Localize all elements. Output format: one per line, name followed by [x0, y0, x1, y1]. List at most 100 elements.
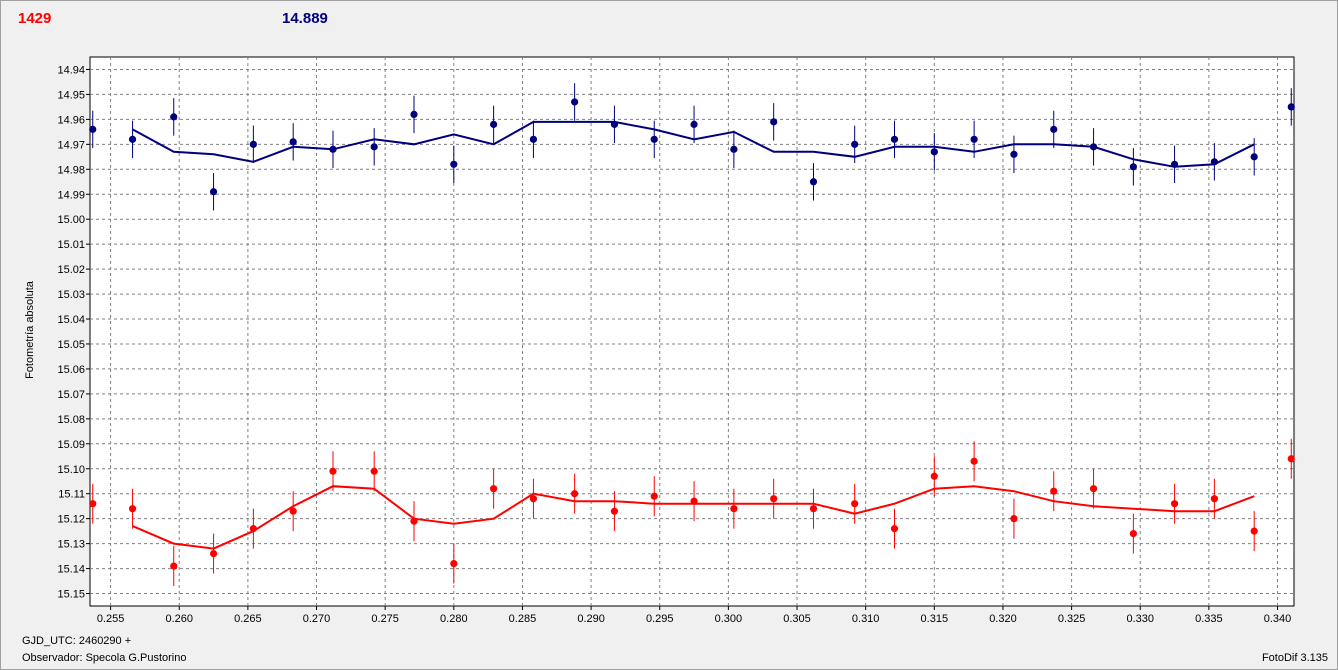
data-point [1089, 485, 1098, 493]
x-tick-label: 0.310 [852, 613, 880, 625]
data-point [650, 135, 658, 143]
y-tick-label: 15.06 [57, 364, 85, 376]
y-tick-label: 15.02 [57, 264, 85, 276]
y-tick-label: 15.09 [57, 439, 85, 451]
data-point [1250, 527, 1258, 535]
data-point [1129, 163, 1137, 171]
data-point [1210, 495, 1218, 503]
x-tick-label: 0.285 [509, 613, 537, 625]
y-tick-label: 15.07 [57, 389, 85, 401]
y-tick-label: 14.98 [57, 164, 85, 176]
data-point [851, 140, 859, 148]
data-point [89, 125, 97, 133]
data-point [851, 500, 859, 508]
x-tick-label: 0.260 [165, 613, 193, 625]
data-point [289, 507, 297, 515]
data-point [690, 120, 698, 128]
y-tick-label: 15.03 [57, 289, 85, 301]
data-point [650, 492, 658, 500]
data-point [249, 525, 257, 533]
x-tick-label: 0.330 [1126, 613, 1154, 625]
y-tick-label: 15.00 [57, 214, 85, 226]
y-tick-label: 15.05 [57, 339, 85, 351]
data-point [1010, 150, 1018, 158]
y-tick-label: 14.97 [57, 139, 85, 151]
y-tick-label: 15.01 [57, 239, 85, 251]
data-point [770, 495, 778, 503]
data-point [289, 138, 297, 146]
x-tick-label: 0.340 [1264, 613, 1292, 625]
data-point [970, 135, 978, 143]
data-point [1050, 487, 1058, 495]
x-tick-label: 0.305 [783, 613, 811, 625]
data-point [170, 113, 178, 121]
data-point [809, 178, 818, 186]
y-tick-label: 15.10 [57, 464, 85, 476]
y-tick-label: 15.08 [57, 414, 85, 426]
data-point [128, 505, 137, 513]
data-point [930, 472, 938, 480]
y-tick-label: 14.96 [57, 114, 85, 126]
x-tick-label: 0.300 [715, 613, 743, 625]
data-point [249, 140, 257, 148]
data-point [1010, 515, 1018, 523]
data-point [329, 145, 337, 153]
data-point [529, 495, 538, 503]
y-tick-label: 15.12 [57, 514, 85, 526]
y-tick-label: 15.14 [57, 564, 85, 576]
x-tick-label: 0.255 [97, 613, 125, 625]
data-point [1287, 103, 1295, 111]
data-point [730, 145, 738, 153]
y-tick-label: 14.95 [57, 89, 85, 101]
data-point [930, 148, 938, 156]
data-point [450, 559, 458, 568]
data-point [770, 118, 778, 126]
data-point [89, 500, 97, 508]
y-tick-label: 14.99 [57, 189, 85, 201]
data-point [1089, 143, 1098, 151]
x-tick-label: 0.295 [646, 613, 674, 625]
x-tick-label: 0.335 [1195, 613, 1223, 625]
data-point [1287, 455, 1295, 463]
data-point [450, 160, 458, 168]
y-tick-label: 15.15 [57, 589, 85, 601]
y-tick-label: 15.11 [58, 489, 85, 501]
data-point [209, 549, 218, 558]
star-id-label: 1429 [18, 10, 52, 27]
data-point [128, 135, 137, 143]
data-point [571, 490, 579, 498]
data-point [970, 457, 978, 465]
data-point [1050, 125, 1058, 133]
data-point [1210, 158, 1218, 166]
data-point [571, 98, 579, 106]
data-point [410, 517, 418, 525]
data-point [730, 505, 738, 513]
y-tick-label: 14.94 [57, 64, 85, 76]
software-version-label: FotoDif 3.135 [1261, 652, 1328, 664]
x-tick-label: 0.280 [440, 613, 468, 625]
data-point [1170, 160, 1179, 168]
x-tick-label: 0.265 [234, 613, 262, 625]
gjd-label: GJD_UTC: 2460290 + [22, 635, 132, 647]
data-point [329, 467, 337, 475]
x-tick-label: 0.270 [303, 613, 331, 625]
data-point [610, 507, 619, 515]
x-tick-label: 0.275 [371, 613, 399, 625]
magnitude-label: 14.889 [282, 10, 328, 27]
data-point [890, 525, 899, 533]
data-point [170, 562, 178, 570]
data-point [610, 120, 619, 128]
y-tick-label: 15.04 [57, 314, 85, 326]
data-point [529, 135, 538, 143]
data-point [490, 485, 498, 493]
y-tick-label: 15.13 [57, 539, 85, 551]
data-point [809, 505, 818, 513]
observer-label: Observador: Specola G.Pustorino [22, 652, 187, 664]
data-point [209, 188, 218, 196]
data-point [1129, 530, 1137, 538]
data-point [1250, 153, 1258, 161]
data-point [890, 135, 899, 143]
data-point [1170, 500, 1179, 508]
data-point [370, 467, 378, 475]
